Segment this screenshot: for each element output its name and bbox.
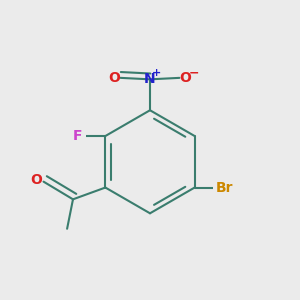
Text: O: O [108, 71, 120, 85]
Text: N: N [144, 72, 156, 86]
Text: O: O [179, 71, 191, 85]
Text: +: + [152, 68, 161, 78]
Text: O: O [30, 173, 42, 187]
Text: F: F [73, 129, 83, 143]
Text: Br: Br [216, 181, 234, 194]
Text: −: − [188, 66, 199, 79]
